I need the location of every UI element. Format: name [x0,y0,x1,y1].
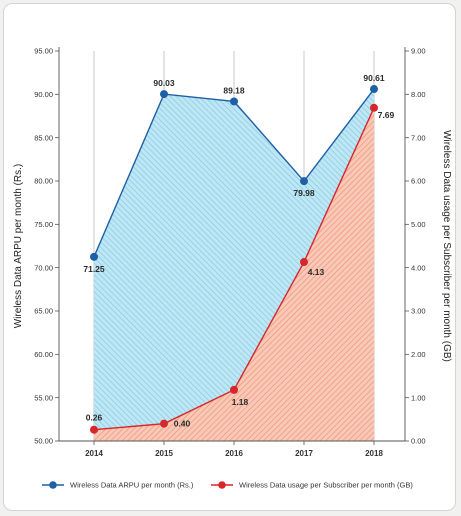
right-tick-label: 4.00 [411,263,426,272]
usage-point-2017 [300,258,308,267]
right-tick-label: 2.00 [411,350,426,359]
arpu-label-2018: 90.61 [363,73,385,83]
x-tick-label-2014: 2014 [85,449,103,458]
left-tick-label: 95.00 [34,47,53,56]
arpu-point-2016 [230,97,238,106]
arpu-point-2018 [370,85,378,94]
arpu-label-2017: 79.98 [293,188,315,198]
left-tick-label: 65.00 [34,307,53,316]
left-tick-label: 80.00 [34,177,53,186]
series-points [90,85,378,434]
arpu-point-2015 [160,90,168,99]
left-tick-label: 60.00 [34,350,53,359]
usage-point-2015 [160,419,168,428]
usage-area-fill [94,107,374,442]
usage-label-2015: 0.40 [174,419,191,429]
right-axis-title: Wireless Data usage per Subscriber per m… [441,130,452,362]
left-axis-title: Wireless Data ARPU per month (Rs.) [13,164,24,329]
legend-usage-marker [218,481,226,489]
usage-label-2014: 0.26 [86,413,103,423]
left-tick-label: 55.00 [34,393,53,402]
arpu-label-2015: 90.03 [153,78,175,88]
x-tick-label-2018: 2018 [365,449,383,458]
usage-point-2018 [370,103,378,112]
left-tick-label: 50.00 [34,437,53,446]
right-tick-label: 8.00 [411,90,426,99]
chart-canvas: 50.00 55.00 60.00 65.00 70.00 75.00 80.00 85.00… [13,47,452,490]
left-tick-label: 70.00 [34,263,53,272]
usage-label-2018: 7.69 [378,110,395,120]
arpu-label-2014: 71.25 [83,264,105,274]
chart-frame: 50.00 55.00 60.00 65.00 70.00 75.00 80.00 85.00… [3,3,456,511]
usage-label-2016: 1.18 [232,397,249,407]
left-tick-label: 85.00 [34,133,53,142]
arpu-point-2017 [300,177,308,186]
legend-arpu-text: Wireless Data ARPU per month (Rs.) [70,481,194,490]
right-tick-label: 3.00 [411,307,426,316]
right-tick-label: 0.00 [411,437,426,446]
right-tick-label: 9.00 [411,47,426,56]
arpu-point-2014 [90,252,98,261]
legend-arpu-marker [49,481,57,489]
right-tick-label: 6.00 [411,177,426,186]
usage-point-2016 [230,385,238,394]
right-tick-label: 5.00 [411,220,426,229]
usage-point-2014 [90,425,98,434]
right-tick-label: 1.00 [411,393,426,402]
usage-area [94,107,374,442]
arpu-label-2016: 89.18 [223,85,245,95]
x-tick-label-2017: 2017 [295,449,313,458]
data-labels: 71.25 90.03 89.18 79.98 90.61 0.26 0.40 1.18 4.1… [83,73,394,429]
right-tick-label: 7.00 [411,133,426,142]
x-tick-label-2016: 2016 [225,449,243,458]
chart-axes: 50.00 55.00 60.00 65.00 70.00 75.00 80.00 85.00… [13,47,452,458]
x-tick-label-2015: 2015 [155,449,173,458]
left-tick-label: 90.00 [34,90,53,99]
usage-label-2017: 4.13 [308,267,325,277]
left-tick-label: 75.00 [34,220,53,229]
legend-usage-text: Wireless Data usage per Subscriber per m… [239,481,413,490]
legend: Wireless Data ARPU per month (Rs.) Wirele… [42,481,413,490]
